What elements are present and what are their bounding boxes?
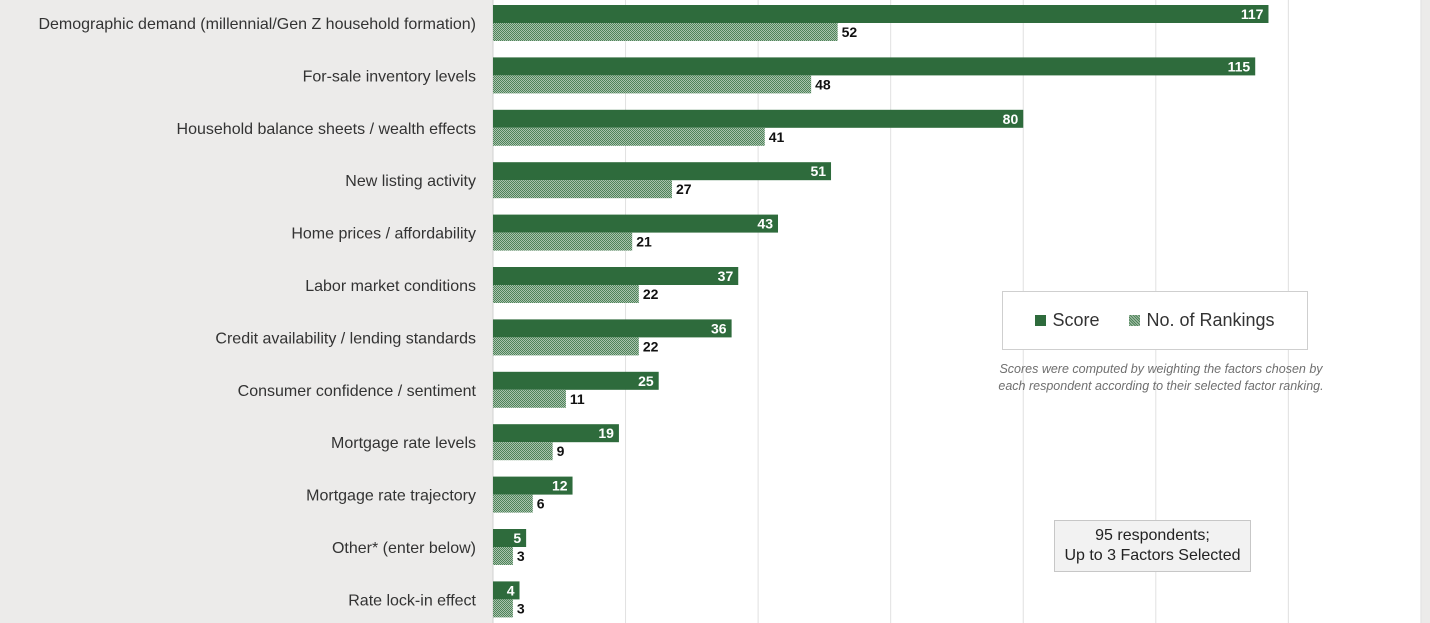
score-value-label: 51 [810, 163, 826, 179]
score-bar [493, 371, 659, 390]
score-bar [493, 581, 520, 600]
rankings-value-label: 6 [537, 496, 545, 512]
legend: Score No. of Rankings [1002, 291, 1308, 350]
category-label: Other* (enter below) [332, 540, 476, 557]
rankings-bar [493, 547, 513, 565]
category-label: Consumer confidence / sentiment [238, 383, 477, 400]
score-value-label: 25 [638, 373, 654, 389]
score-bar [493, 319, 732, 338]
rankings-value-label: 22 [643, 338, 659, 354]
bars [493, 5, 1269, 618]
category-label-panel [0, 0, 493, 623]
rankings-value-label: 22 [643, 286, 659, 302]
rankings-value-label: 11 [570, 391, 585, 407]
score-value-label: 80 [1003, 111, 1019, 127]
rankings-bar [493, 75, 812, 94]
rankings-bar [493, 180, 672, 199]
score-value-label: 4 [507, 582, 515, 598]
score-bar [493, 109, 1024, 128]
legend-label-score: Score [1052, 310, 1100, 330]
score-bar [493, 214, 779, 233]
gridlines [492, 0, 1422, 623]
rankings-value-label: 3 [517, 600, 525, 616]
rankings-bar [493, 23, 838, 41]
rankings-value-label: 41 [769, 129, 785, 145]
labels: Demographic demand (millennial/Gen Z hou… [38, 6, 1263, 616]
category-label: Household balance sheets / wealth effect… [177, 121, 476, 138]
score-value-label: 117 [1241, 6, 1264, 22]
legend-label-rankings: No. of Rankings [1146, 310, 1275, 330]
respondents-line-2: Up to 3 Factors Selected [1064, 547, 1241, 564]
category-label: Mortgage rate levels [331, 435, 476, 452]
rankings-bar [493, 599, 513, 618]
score-value-label: 12 [552, 478, 568, 494]
rankings-value-label: 27 [676, 181, 692, 197]
rankings-bar [493, 494, 533, 513]
score-value-label: 37 [718, 268, 734, 284]
legend-item-rankings: No. of Rankings [1129, 310, 1275, 331]
category-label: Home prices / affordability [291, 226, 476, 243]
score-value-label: 5 [513, 530, 521, 546]
rankings-bar [493, 389, 566, 408]
rankings-value-label: 48 [815, 76, 831, 92]
category-label: New listing activity [345, 173, 476, 190]
rankings-bar [493, 127, 765, 146]
legend-swatch-rankings [1129, 315, 1141, 326]
respondents-note: 95 respondents; Up to 3 Factors Selected [1054, 520, 1251, 572]
rankings-value-label: 9 [557, 443, 565, 459]
rankings-value-label: 52 [842, 24, 858, 40]
score-note-line-2: each respondent according to their selec… [998, 379, 1324, 393]
category-label: Credit availability / lending standards [215, 330, 476, 347]
score-value-label: 43 [757, 216, 773, 232]
score-note-line-1: Scores were computed by weighting the fa… [999, 362, 1323, 376]
legend-item-score: Score [1035, 310, 1099, 331]
score-bar [493, 424, 619, 443]
category-label: Labor market conditions [305, 278, 476, 295]
rankings-bar [493, 337, 639, 356]
respondents-line-1: 95 respondents; [1095, 527, 1210, 544]
category-label: For-sale inventory levels [303, 68, 476, 85]
category-label: Mortgage rate trajectory [306, 488, 476, 505]
right-edge-strip [1421, 0, 1430, 623]
category-label: Rate lock-in effect [348, 592, 476, 609]
score-bar [493, 5, 1269, 23]
legend-swatch-score [1035, 315, 1047, 326]
score-bar [493, 529, 527, 547]
rankings-value-label: 3 [517, 548, 525, 564]
score-method-note: Scores were computed by weighting the fa… [960, 361, 1362, 395]
score-bar [493, 162, 832, 181]
score-value-label: 19 [598, 425, 614, 441]
score-value-label: 115 [1228, 58, 1251, 74]
score-value-label: 36 [711, 320, 727, 336]
rankings-bar [493, 232, 633, 251]
rankings-bar [493, 285, 639, 303]
score-bar [493, 476, 573, 495]
rankings-value-label: 21 [636, 234, 652, 250]
rankings-bar [493, 442, 553, 461]
score-bar [493, 57, 1256, 76]
category-label: Demographic demand (millennial/Gen Z hou… [38, 16, 476, 33]
score-bar [493, 267, 739, 285]
